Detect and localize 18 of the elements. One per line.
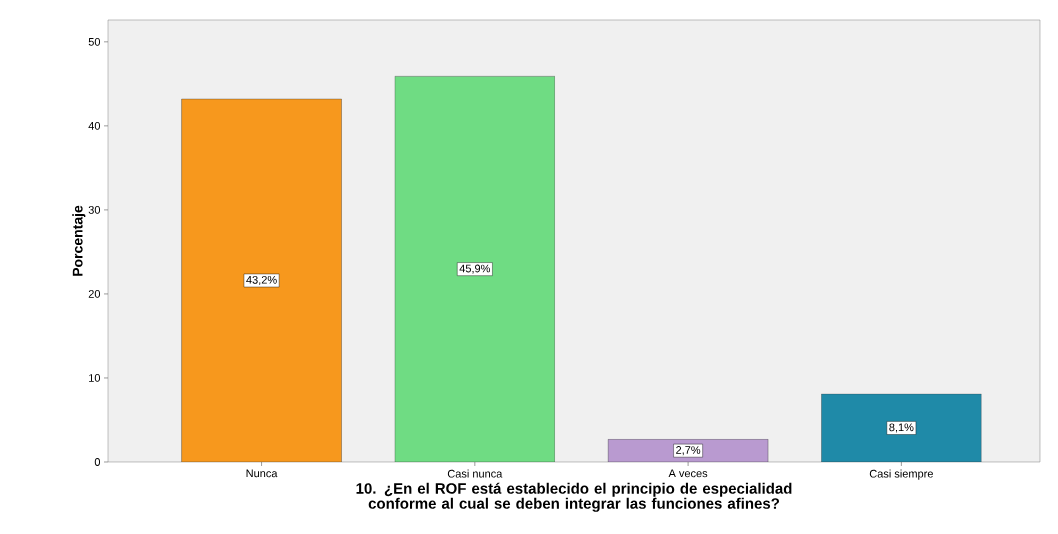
x-tick-label: Casi siempre <box>869 469 933 480</box>
x-axis-title: 10. ¿En el ROF está establecido el principio de especialidad conforme al cual se deben integrar las funciones afines? <box>356 482 792 512</box>
y-axis-title: Porcentaje <box>72 205 86 276</box>
bar <box>181 98 342 462</box>
data-label: 8,1% <box>889 423 914 433</box>
y-tick-label: 0 <box>94 458 101 466</box>
y-tick-label: 30 <box>88 206 101 214</box>
data-label: 2,7% <box>676 446 701 456</box>
y-tick-label: 40 <box>88 121 101 130</box>
x-tick-label: Nunca <box>246 469 278 478</box>
y-tick-label: 20 <box>88 290 101 298</box>
data-label: 45,9% <box>459 264 491 274</box>
x-tick-label: Casi nunca <box>447 469 503 478</box>
bar <box>821 393 982 462</box>
x-tick-label: A veces <box>668 469 708 478</box>
data-label: 43,2% <box>246 275 277 286</box>
y-tick-label: 10 <box>89 374 101 382</box>
y-tick-label: 50 <box>88 37 101 46</box>
